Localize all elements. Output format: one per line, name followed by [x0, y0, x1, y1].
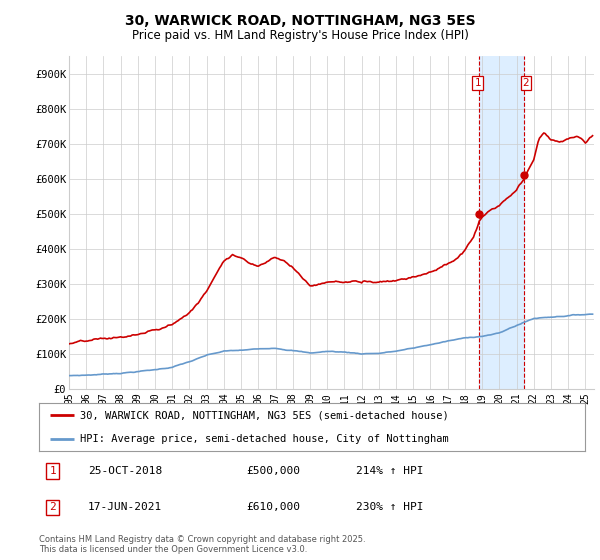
Text: 30, WARWICK ROAD, NOTTINGHAM, NG3 5ES: 30, WARWICK ROAD, NOTTINGHAM, NG3 5ES: [125, 14, 475, 28]
Text: 1: 1: [49, 466, 56, 476]
Text: 1: 1: [475, 78, 481, 88]
Text: £610,000: £610,000: [247, 502, 301, 512]
Text: 25-OCT-2018: 25-OCT-2018: [88, 466, 163, 476]
Text: HPI: Average price, semi-detached house, City of Nottingham: HPI: Average price, semi-detached house,…: [80, 434, 449, 444]
Text: Contains HM Land Registry data © Crown copyright and database right 2025.
This d: Contains HM Land Registry data © Crown c…: [39, 535, 365, 554]
Text: Price paid vs. HM Land Registry's House Price Index (HPI): Price paid vs. HM Land Registry's House …: [131, 29, 469, 42]
Text: £500,000: £500,000: [247, 466, 301, 476]
Text: 214% ↑ HPI: 214% ↑ HPI: [356, 466, 423, 476]
Text: 17-JUN-2021: 17-JUN-2021: [88, 502, 163, 512]
Text: 30, WARWICK ROAD, NOTTINGHAM, NG3 5ES (semi-detached house): 30, WARWICK ROAD, NOTTINGHAM, NG3 5ES (s…: [80, 410, 449, 420]
Text: 2: 2: [49, 502, 56, 512]
Bar: [479, 56, 524, 389]
Text: 230% ↑ HPI: 230% ↑ HPI: [356, 502, 423, 512]
Text: 2: 2: [523, 78, 529, 88]
